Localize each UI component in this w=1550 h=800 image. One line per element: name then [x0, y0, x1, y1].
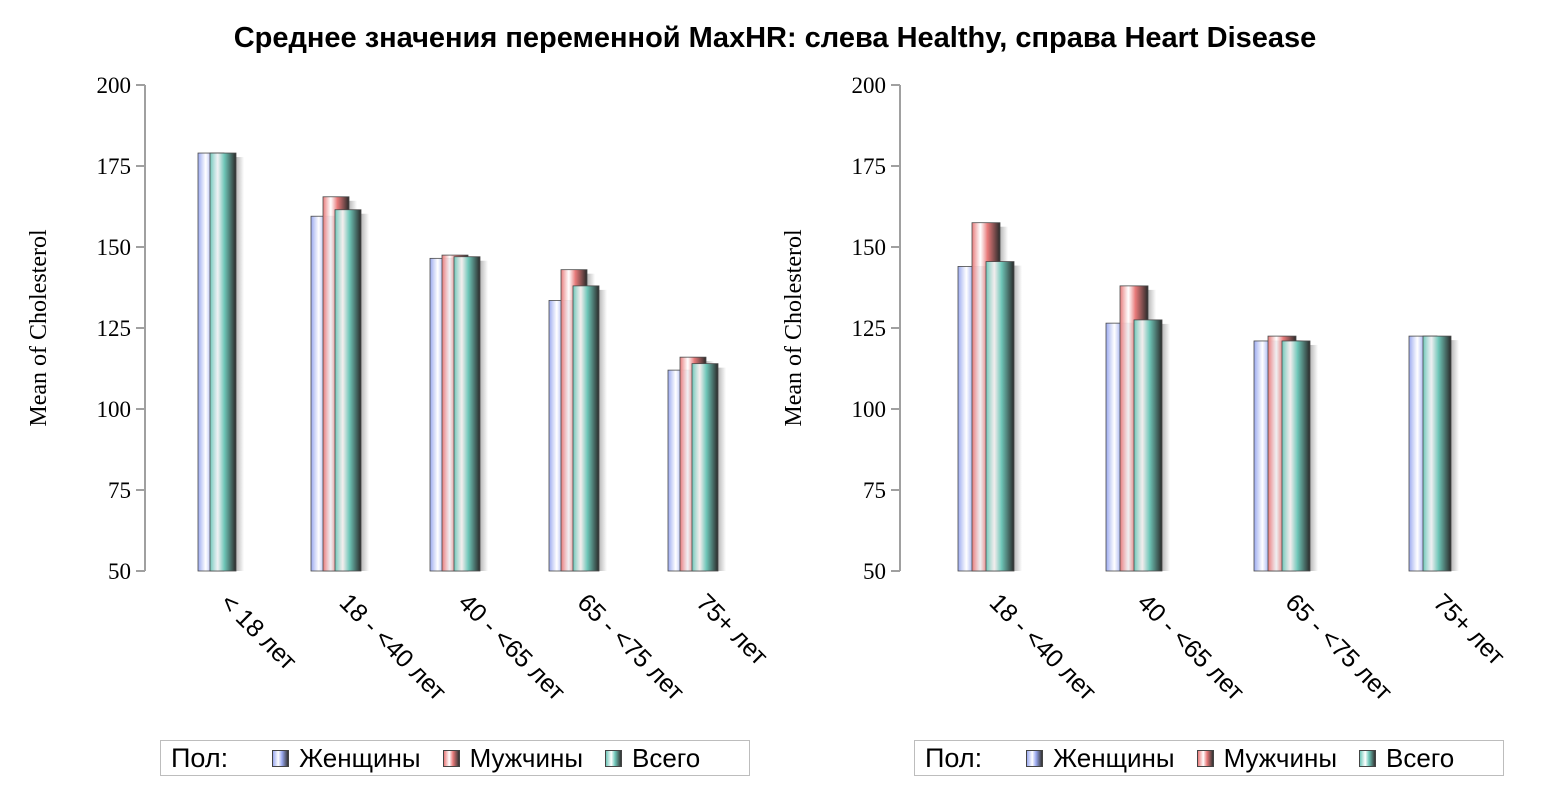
bar-shadow	[236, 157, 244, 572]
legend-item-men: Мужчины	[1196, 742, 1338, 774]
x-tick-label: 40 - <65 лет	[1132, 588, 1250, 706]
bar-shadow	[1451, 340, 1459, 571]
x-tick-label: 65 - <75 лет	[1280, 588, 1398, 706]
y-tick-label: 125	[852, 316, 887, 341]
y-axis-label: Mean of Cholesterol	[781, 229, 807, 427]
bar-total	[985, 261, 1015, 572]
bar-shadow	[1014, 265, 1022, 571]
chart-title: Среднее значения переменной MaxHR: слева…	[233, 22, 1317, 54]
legend-label-women: Женщины	[1053, 742, 1175, 773]
legend-swatch-total	[605, 749, 623, 767]
x-tick-label: 65 - <75 лет	[572, 588, 690, 706]
bar-total	[691, 363, 719, 572]
x-tick-label: < 18 лет	[215, 588, 303, 676]
legend-item-men: Мужчины	[442, 742, 584, 774]
bar-shadow	[480, 260, 488, 571]
bar-total	[453, 256, 481, 572]
bar-shadow	[1310, 344, 1318, 571]
bar-total	[1133, 319, 1163, 572]
y-tick-label: 125	[97, 316, 132, 341]
bar-total	[209, 152, 237, 572]
y-tick-label: 100	[852, 397, 887, 422]
y-tick-label: 175	[97, 154, 132, 179]
y-axis-label: Mean of Cholesterol	[26, 229, 52, 427]
bar-shadow	[718, 367, 726, 571]
legend-item-women: Женщины	[1026, 742, 1175, 774]
x-tick-label: 18 - <40 лет	[334, 588, 452, 706]
bar-shadow	[599, 289, 607, 571]
legend-swatch-men	[442, 749, 460, 767]
y-tick-label: 50	[108, 559, 131, 584]
y-tick-label: 75	[108, 478, 131, 503]
y-tick-label: 200	[97, 73, 132, 98]
legend-item-total: Всего	[1359, 743, 1454, 774]
legend-left: Пол: Женщины Мужчины Всего	[160, 740, 750, 776]
legend-title: Пол:	[171, 742, 229, 773]
legend-label-total: Всего	[1386, 742, 1455, 773]
bar-total	[334, 209, 362, 572]
legend-item-total: Всего	[605, 743, 700, 774]
bar-shadow	[1162, 323, 1170, 571]
chart-left: Mean of Cholesterol 50 75 100 125 150 175 200 < …	[26, 73, 773, 707]
legend-swatch-women	[272, 749, 290, 767]
y-tick-label: 100	[97, 397, 132, 422]
x-tick-label: 40 - <65 лет	[453, 588, 571, 706]
y-tick-label: 50	[863, 559, 886, 584]
y-tick-label: 75	[863, 478, 886, 503]
legend-swatch-total	[1359, 749, 1377, 767]
x-tick-label: 18 - <40 лет	[984, 588, 1102, 706]
bar-shadow	[361, 213, 369, 572]
bar-total	[1281, 340, 1311, 572]
chart-right: Mean of Cholesterol 50 75 100 125 150 175 200 18…	[781, 73, 1511, 707]
legend-right: Пол: Женщины Мужчины Всего	[914, 740, 1504, 776]
legend-label-men: Мужчины	[469, 742, 584, 773]
legend-swatch-men	[1196, 749, 1214, 767]
legend-title: Пол:	[925, 742, 983, 773]
y-tick-label: 150	[97, 235, 132, 260]
legend-swatch-women	[1026, 749, 1044, 767]
bar-total	[1422, 335, 1452, 572]
legend-label-women: Женщины	[299, 742, 421, 773]
legend-item-women: Женщины	[272, 742, 421, 774]
legend-label-total: Всего	[632, 742, 701, 773]
y-tick-label: 200	[852, 73, 887, 98]
bar-total	[572, 285, 600, 572]
x-tick-label: 75+ лет	[1428, 588, 1511, 671]
y-tick-label: 150	[852, 235, 887, 260]
y-tick-label: 175	[852, 154, 887, 179]
legend-label-men: Мужчины	[1223, 742, 1338, 773]
